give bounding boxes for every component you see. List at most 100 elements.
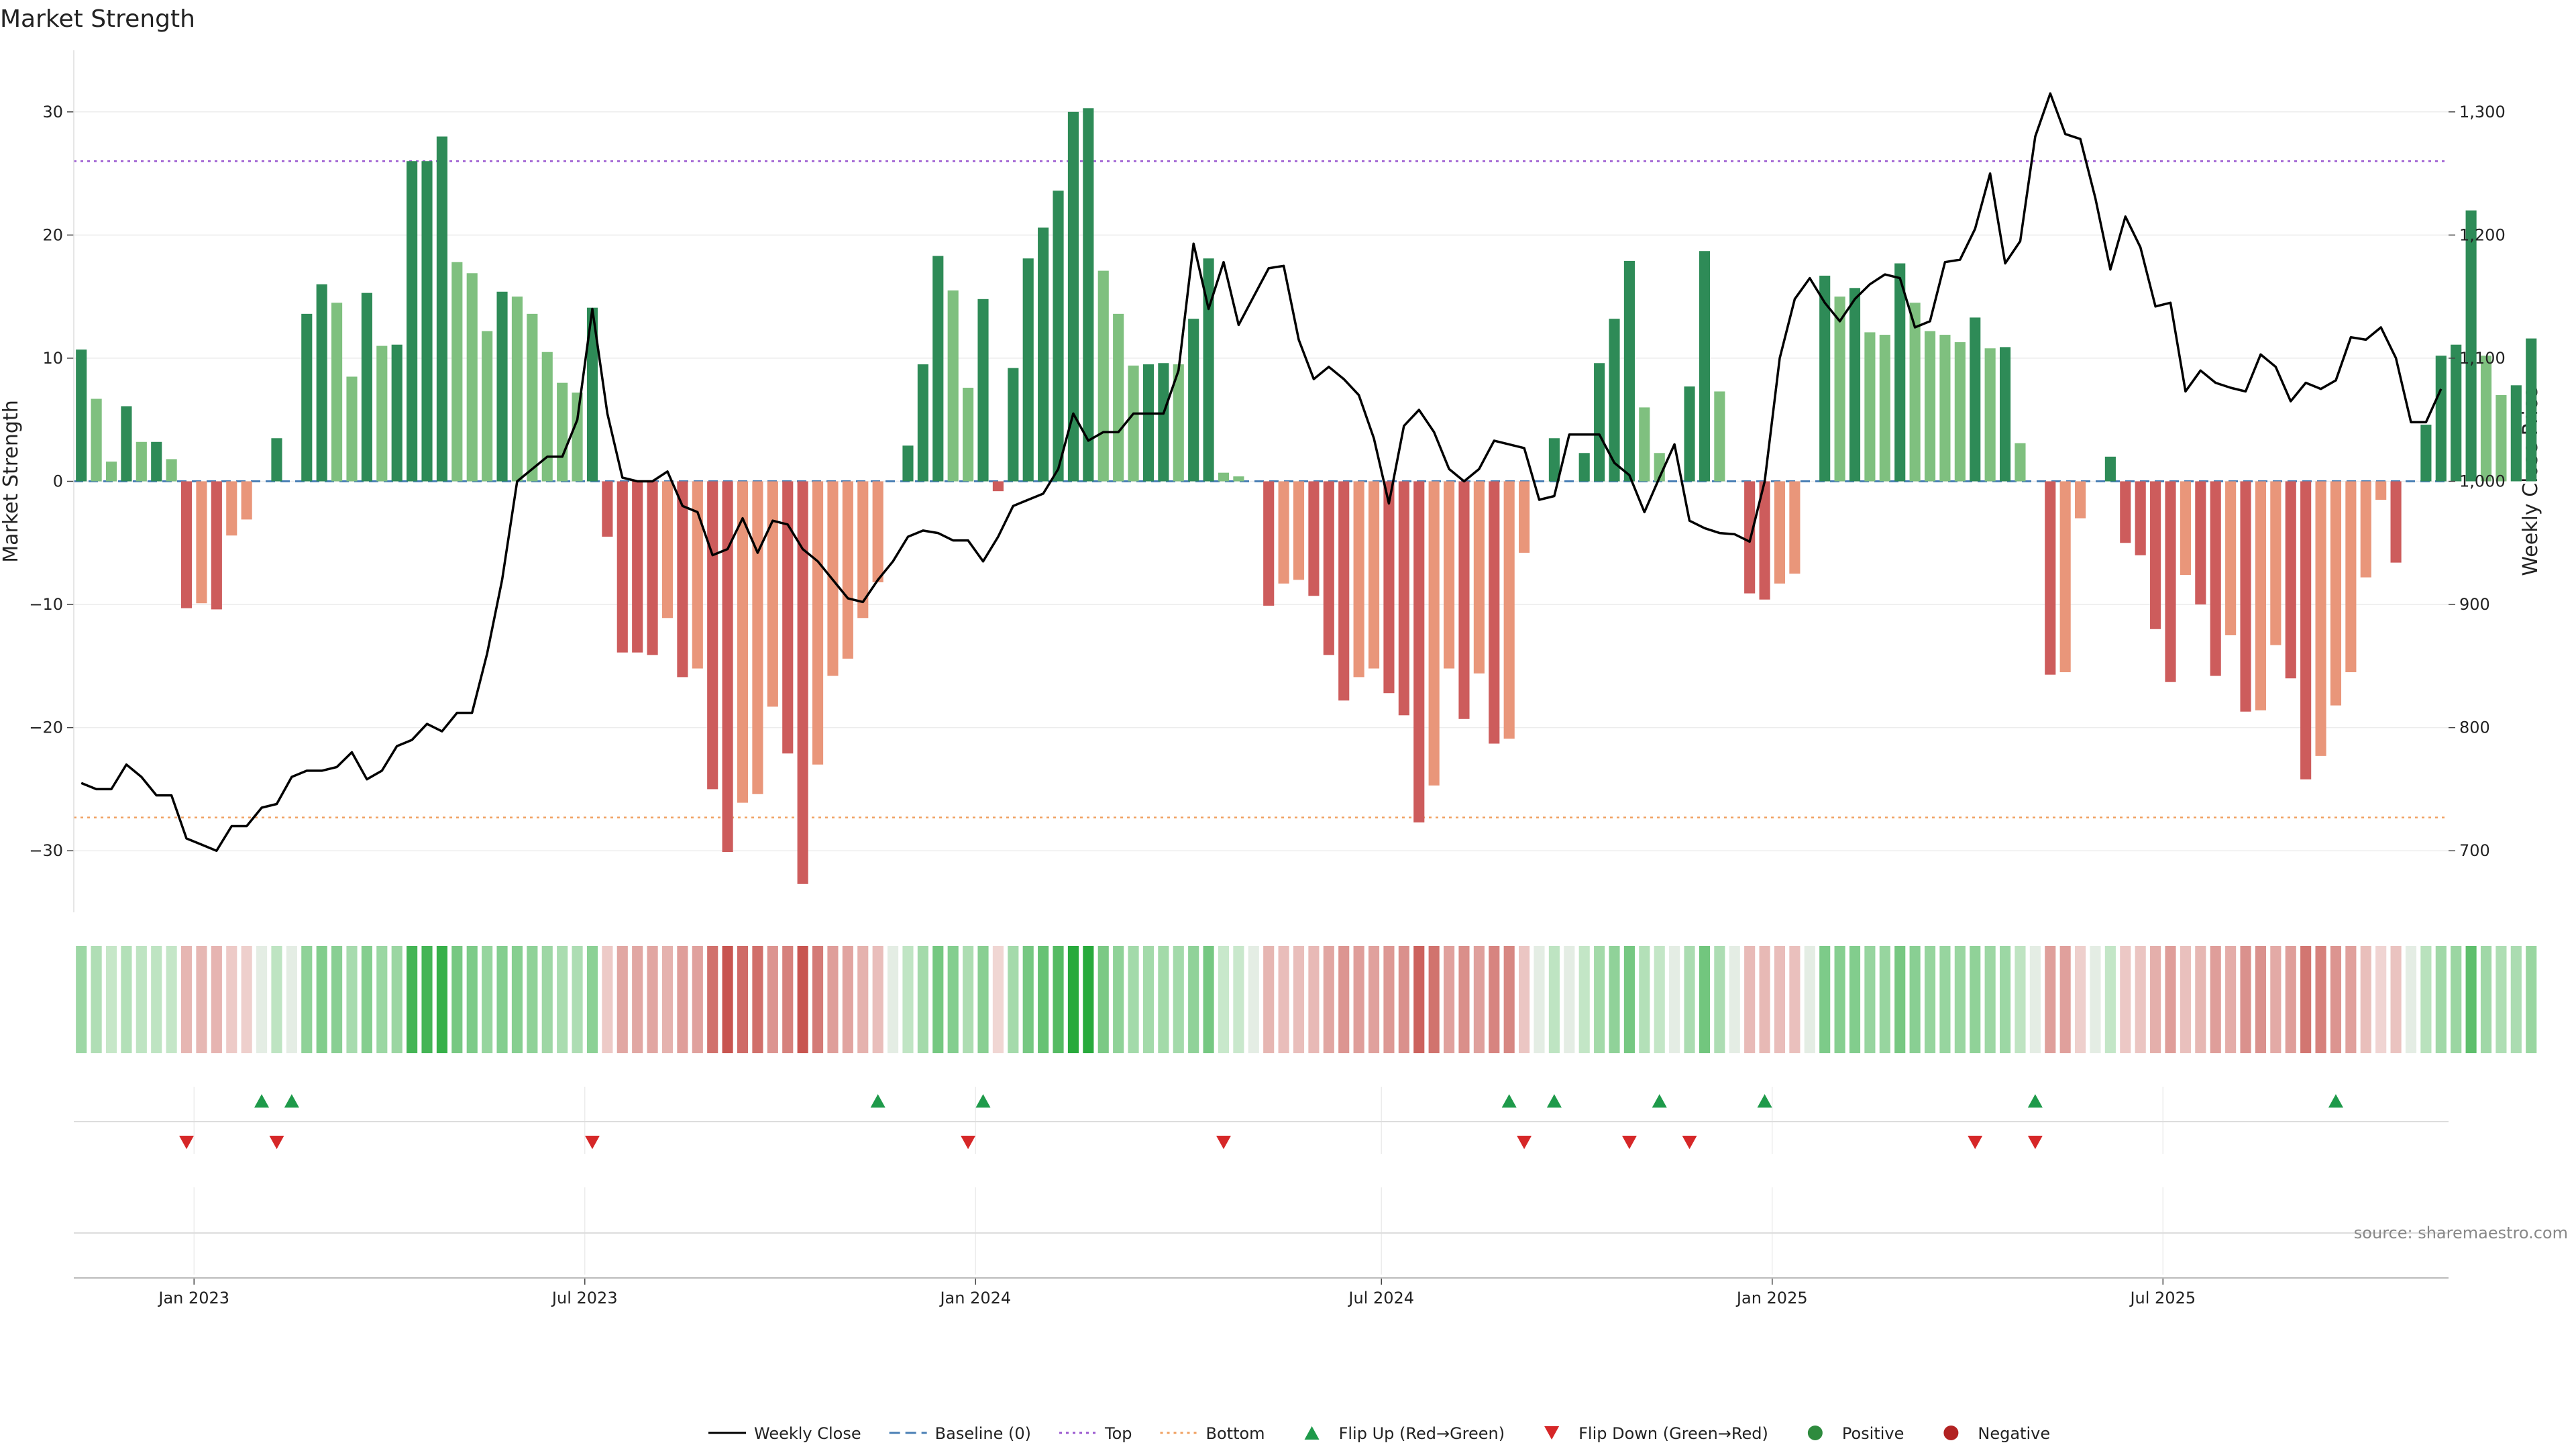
strength-bar — [782, 481, 794, 754]
strength-bar — [2240, 481, 2251, 712]
flip-up-marker — [254, 1094, 270, 1108]
left-tick-label: 0 — [53, 472, 63, 491]
heat-cell — [1248, 946, 1259, 1053]
strength-bar — [301, 313, 313, 482]
heat-cell — [1203, 946, 1214, 1053]
strength-bar — [2360, 481, 2371, 578]
heat-cell — [1684, 946, 1695, 1053]
heat-cell — [857, 946, 869, 1053]
heat-cell — [2090, 946, 2101, 1053]
heat-cell — [1954, 946, 1966, 1053]
strength-bar — [1609, 319, 1620, 482]
strength-bar — [436, 136, 447, 482]
strength-bar — [1699, 251, 1711, 482]
strength-bar — [407, 161, 418, 482]
right-tick-label: 1,000 — [2459, 472, 2506, 491]
heat-cell — [2210, 946, 2221, 1053]
strength-bar — [1519, 481, 1530, 553]
heat-cell — [1669, 946, 1680, 1053]
strength-bar — [2059, 481, 2071, 673]
heat-cell — [1097, 946, 1109, 1053]
strength-bar — [527, 313, 538, 482]
heat-cell — [707, 946, 718, 1053]
strength-bar — [76, 350, 87, 482]
legend-label: Flip Down (Green→Red) — [1578, 1424, 1768, 1443]
strength-bar — [1548, 438, 1560, 482]
heat-cell — [1804, 946, 1815, 1053]
strength-bar — [1097, 270, 1109, 482]
heat-cell — [301, 946, 313, 1053]
strength-bar — [1894, 263, 1906, 482]
strength-bar — [2210, 481, 2221, 676]
strength-bar — [661, 481, 674, 619]
heat-cell — [2345, 946, 2357, 1053]
strength-bar — [346, 376, 358, 482]
heat-cell — [2315, 946, 2326, 1053]
legend-item: Negative — [1943, 1424, 2050, 1443]
heat-cell — [2405, 946, 2417, 1053]
heat-cell — [105, 946, 117, 1053]
heat-cell — [271, 946, 282, 1053]
heat-cell — [1233, 946, 1244, 1053]
heat-cell — [1984, 946, 1996, 1053]
strength-bar — [2330, 481, 2342, 706]
strength-bar — [1158, 363, 1169, 482]
heat-cell — [376, 946, 388, 1053]
heat-cell — [2390, 946, 2402, 1053]
heat-cell — [2225, 946, 2237, 1053]
strength-bar — [1038, 227, 1049, 482]
strength-bar — [557, 382, 568, 482]
strength-bar — [1970, 317, 1981, 482]
strength-bar — [872, 481, 883, 583]
strength-bar — [572, 392, 583, 482]
strength-bar — [2435, 356, 2447, 482]
x-tick-label: Jan 2024 — [938, 1289, 1011, 1307]
heat-cell — [557, 946, 568, 1053]
strength-bar — [692, 481, 703, 669]
strength-bar — [1834, 297, 1845, 482]
heat-cell — [1383, 946, 1395, 1053]
heat-cell — [1759, 946, 1770, 1053]
strength-bar — [1819, 275, 1831, 482]
strength-bar — [2015, 443, 2026, 482]
strength-bar — [1443, 481, 1455, 669]
heat-cell — [1924, 946, 1936, 1053]
heat-cell — [1999, 946, 2011, 1053]
strength-bar — [1113, 313, 1124, 482]
strength-bar — [1909, 303, 1921, 482]
left-tick-label: −30 — [29, 841, 63, 860]
strength-bar — [91, 398, 102, 482]
heat-cell — [2059, 946, 2071, 1053]
heat-cell — [677, 946, 688, 1053]
strength-bar — [1128, 365, 1139, 482]
strength-bar — [2120, 481, 2131, 543]
strength-bar — [812, 481, 824, 765]
strength-bar — [1008, 368, 1019, 482]
left-tick-label: −20 — [29, 718, 63, 737]
strength-bar — [842, 481, 853, 659]
strength-bar — [1053, 191, 1064, 482]
strength-bar — [1924, 331, 1936, 482]
heat-cell — [1939, 946, 1951, 1053]
strength-bar — [722, 481, 733, 853]
strength-bar — [331, 303, 343, 482]
legend-item: Flip Down (Green→Red) — [1544, 1424, 1768, 1443]
strength-bar — [1338, 481, 1350, 701]
heat-cell — [1699, 946, 1711, 1053]
strength-bar — [647, 481, 658, 655]
source-note: source: sharemaestro.com — [2354, 1224, 2568, 1242]
strength-bar — [151, 441, 162, 482]
strength-bar — [902, 445, 914, 482]
heat-cell — [1008, 946, 1019, 1053]
heat-cell — [2330, 946, 2342, 1053]
heat-cell — [256, 946, 268, 1053]
heat-cell — [2150, 946, 2161, 1053]
heat-cell — [947, 946, 959, 1053]
strength-bar — [707, 481, 718, 790]
strength-bar — [105, 462, 117, 482]
strength-bar — [767, 481, 778, 707]
strength-bar — [2526, 338, 2537, 482]
heat-cell — [1864, 946, 1876, 1053]
weekly-close-polyline — [80, 92, 2443, 852]
heat-cell — [1879, 946, 1890, 1053]
